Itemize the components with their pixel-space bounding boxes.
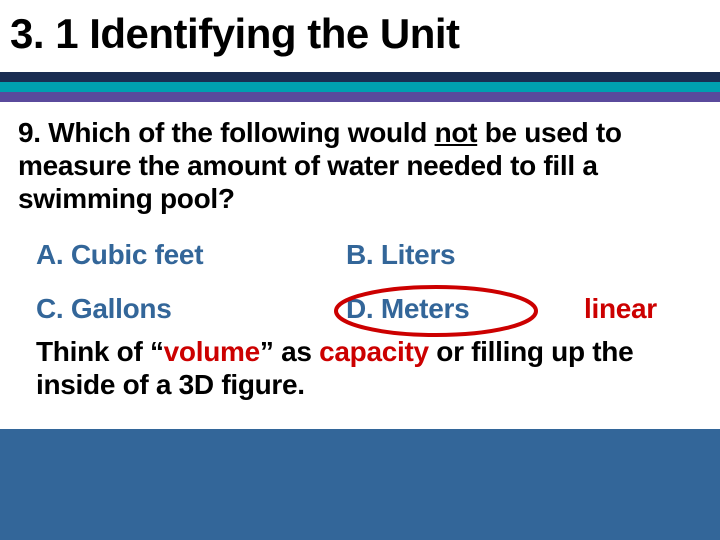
option-row-1: A. Cubic feet B. Liters bbox=[36, 239, 702, 271]
option-row-2: C. Gallons D. Meters linear bbox=[36, 293, 702, 325]
bar-navy bbox=[0, 72, 720, 82]
question-text: 9. Which of the following would not be u… bbox=[18, 116, 702, 215]
hint-capacity: capacity bbox=[319, 336, 429, 367]
annotation-linear: linear bbox=[584, 293, 657, 325]
slide-title: 3. 1 Identifying the Unit bbox=[10, 10, 710, 58]
hint-p1: Think of “ bbox=[36, 336, 164, 367]
options-grid: A. Cubic feet B. Liters C. Gallons D. Me… bbox=[36, 239, 702, 325]
question-not: not bbox=[435, 117, 478, 148]
option-d-text: D. Meters bbox=[346, 293, 469, 324]
option-a: A. Cubic feet bbox=[36, 239, 346, 271]
slide: 3. 1 Identifying the Unit 9. Which of th… bbox=[0, 0, 720, 540]
bar-cyan bbox=[0, 82, 720, 92]
question-prefix: 9. Which of the following would bbox=[18, 117, 435, 148]
option-d: D. Meters bbox=[346, 293, 566, 325]
title-band: 3. 1 Identifying the Unit bbox=[0, 0, 720, 72]
hint-volume: volume bbox=[164, 336, 260, 367]
option-b: B. Liters bbox=[346, 239, 566, 271]
bar-purple bbox=[0, 92, 720, 102]
option-c: C. Gallons bbox=[36, 293, 346, 325]
hint-p2: ” as bbox=[260, 336, 319, 367]
title-underline bbox=[0, 72, 720, 102]
hint-text: Think of “volume” as capacity or filling… bbox=[36, 335, 702, 401]
content-band: 9. Which of the following would not be u… bbox=[0, 102, 720, 429]
